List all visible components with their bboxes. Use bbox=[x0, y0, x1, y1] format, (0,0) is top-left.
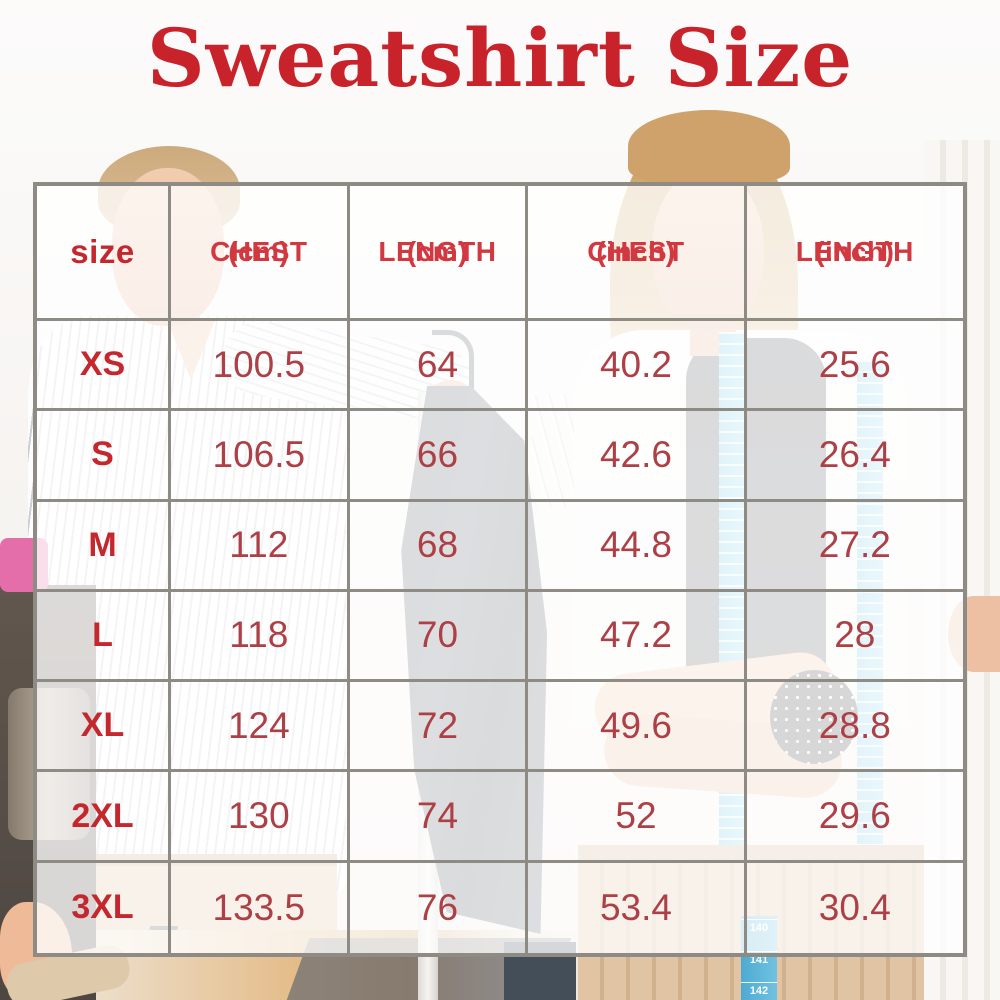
length-inch-xs: 25.6 bbox=[746, 321, 963, 412]
size-label-xl: XL bbox=[37, 682, 171, 773]
chest-cm-xs: 100.5 bbox=[170, 321, 350, 412]
chest-inch-l: 47.2 bbox=[528, 591, 747, 683]
column-header-size: size bbox=[37, 186, 171, 321]
size-label-2xl: 2XL bbox=[37, 772, 171, 863]
tape-number: 142 bbox=[741, 982, 777, 997]
column-header-label: CHEST bbox=[587, 236, 685, 267]
length-cm-l: 70 bbox=[349, 591, 529, 683]
column-header-label: LENGTH bbox=[378, 236, 497, 267]
chest-inch-s: 42.6 bbox=[528, 411, 747, 502]
column-header-unit: (cm) bbox=[228, 236, 290, 267]
size-label-l: L bbox=[37, 591, 171, 683]
size-label-m: M bbox=[37, 501, 171, 592]
column-header-label: size bbox=[70, 233, 135, 270]
column-header-unit: (inch) bbox=[596, 236, 676, 267]
chest-inch-xs: 40.2 bbox=[528, 321, 747, 412]
column-header-chest-inch: CHEST (inch) bbox=[528, 186, 747, 321]
length-inch-2xl: 29.6 bbox=[746, 772, 963, 863]
length-cm-m: 68 bbox=[349, 501, 529, 592]
length-inch-l: 28 bbox=[746, 591, 963, 683]
chest-cm-s: 106.5 bbox=[170, 411, 350, 502]
column-header-length-cm: LENGTH (cm) bbox=[349, 186, 529, 321]
size-table: size CHEST (cm) LENGTH (cm) CHEST (inch)… bbox=[33, 182, 967, 957]
length-cm-s: 66 bbox=[349, 411, 529, 502]
column-header-label: CHEST bbox=[210, 236, 308, 267]
chest-inch-m: 44.8 bbox=[528, 501, 747, 592]
chest-inch-2xl: 52 bbox=[528, 772, 747, 863]
chest-cm-xl: 124 bbox=[170, 682, 350, 773]
column-header-unit: (inch) bbox=[815, 236, 895, 267]
column-header-chest-cm: CHEST (cm) bbox=[170, 186, 350, 321]
size-label-xs: XS bbox=[37, 321, 171, 412]
chest-cm-3xl: 133.5 bbox=[170, 862, 350, 953]
chest-cm-m: 112 bbox=[170, 501, 350, 592]
size-label-s: S bbox=[37, 411, 171, 502]
column-header-length-inch: LENGTH (inch) bbox=[746, 186, 963, 321]
column-header-label: LENGTH bbox=[795, 236, 914, 267]
length-cm-xs: 64 bbox=[349, 321, 529, 412]
length-inch-m: 27.2 bbox=[746, 501, 963, 592]
column-header-unit: (cm) bbox=[406, 236, 469, 267]
size-label-3xl: 3XL bbox=[37, 862, 171, 953]
woman-hair-fringe bbox=[628, 110, 790, 182]
chest-inch-xl: 49.6 bbox=[528, 682, 747, 773]
chest-cm-l: 118 bbox=[170, 591, 350, 683]
length-cm-xl: 72 bbox=[349, 682, 529, 773]
length-inch-3xl: 30.4 bbox=[746, 862, 963, 953]
page-title: Sweatshirt Size bbox=[146, 11, 854, 105]
chest-cm-2xl: 130 bbox=[170, 772, 350, 863]
length-inch-xl: 28.8 bbox=[746, 682, 963, 773]
length-cm-3xl: 76 bbox=[349, 862, 529, 953]
length-inch-s: 26.4 bbox=[746, 411, 963, 502]
chest-inch-3xl: 53.4 bbox=[528, 862, 747, 953]
length-cm-2xl: 74 bbox=[349, 772, 529, 863]
